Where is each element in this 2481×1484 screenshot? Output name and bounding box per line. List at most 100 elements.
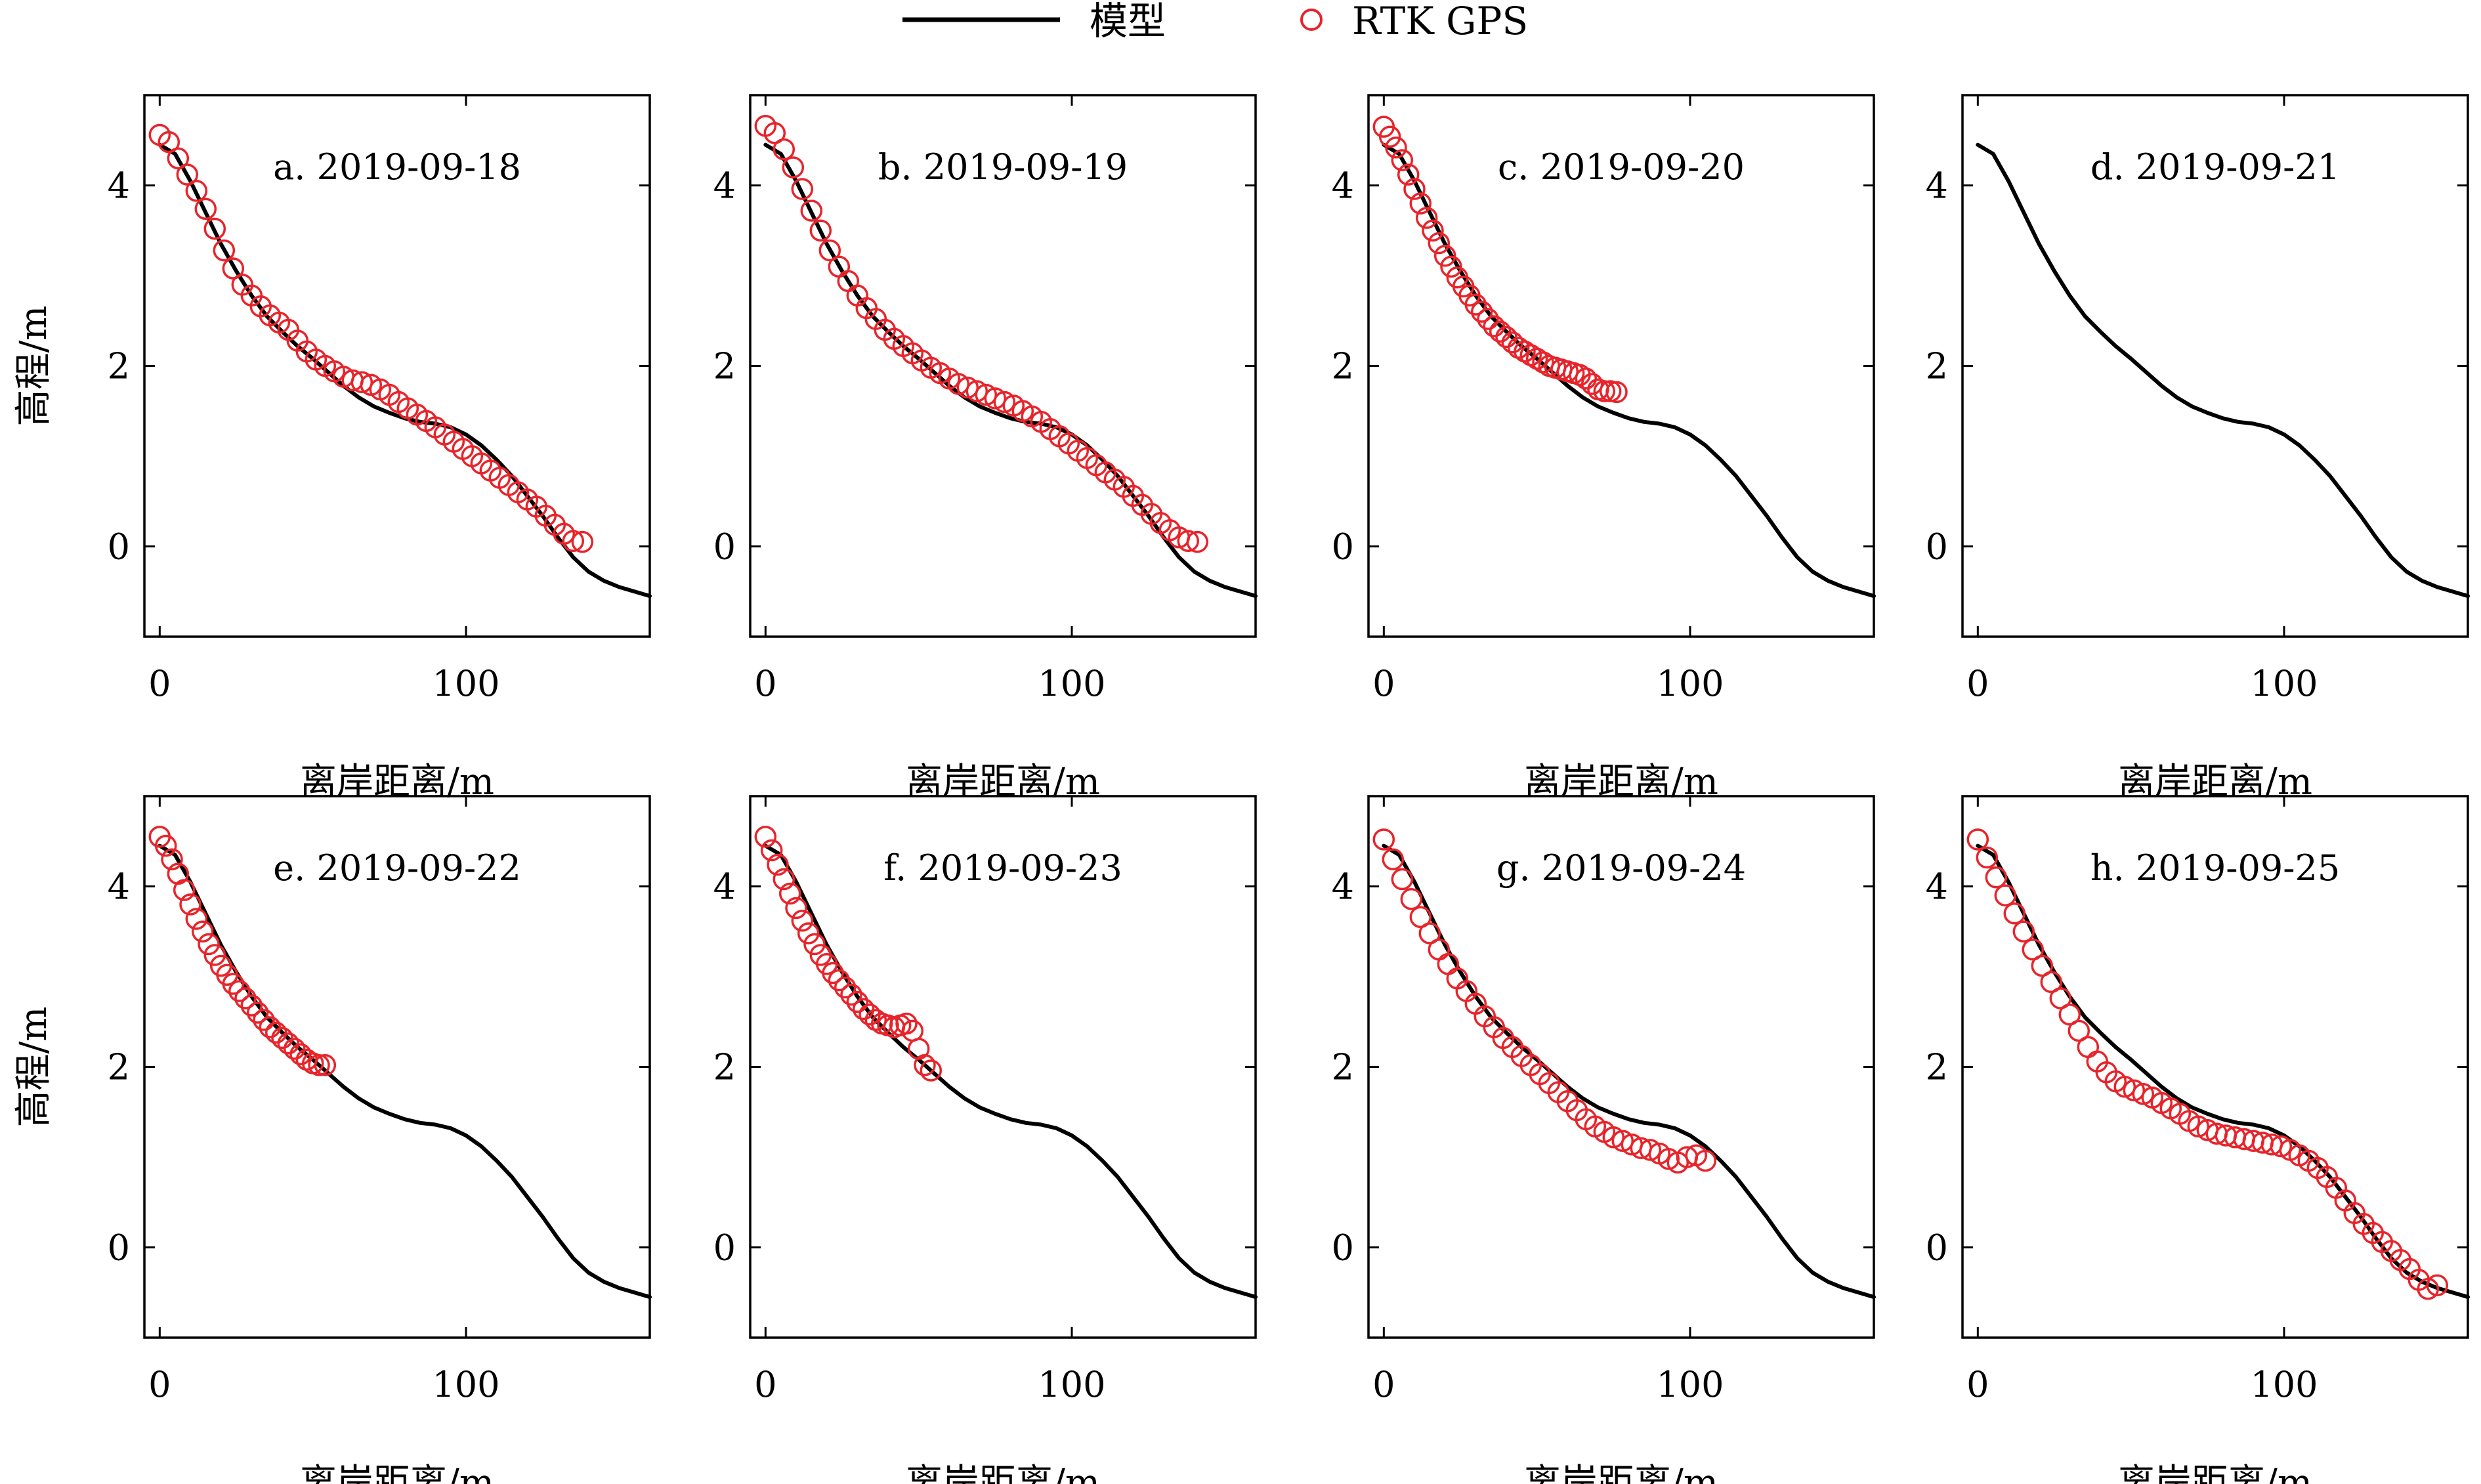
gps-point	[179, 893, 201, 916]
panel-label: f. 2019-09-23	[883, 847, 1122, 889]
gps-point	[818, 239, 841, 262]
gps-point	[571, 530, 594, 553]
gps-point	[203, 217, 226, 240]
gps-point	[1580, 373, 1603, 395]
y-tick-label: 0	[108, 526, 130, 568]
gps-point	[803, 933, 826, 956]
y-tick-label: 4	[1332, 165, 1354, 207]
y-tick-label: 2	[713, 346, 736, 387]
gps-point	[1372, 828, 1395, 851]
panel-label: b. 2019-09-19	[878, 146, 1128, 188]
gps-point	[1464, 293, 1487, 316]
gps-point	[763, 122, 786, 144]
x-tick-label: 0	[1966, 663, 1989, 704]
gps-point	[791, 910, 814, 932]
gps-point	[895, 1012, 918, 1035]
x-tick-label: 100	[1656, 663, 1724, 704]
y-tick-label: 0	[713, 526, 736, 568]
gps-point	[1397, 163, 1420, 186]
gps-point	[1593, 380, 1616, 402]
gps-point	[185, 180, 208, 202]
gps-point	[265, 1021, 287, 1044]
gps-point	[797, 922, 820, 944]
gps-point	[1409, 906, 1432, 929]
x-tick-label: 100	[432, 1364, 499, 1405]
y-tick-label: 4	[1926, 165, 1948, 207]
gps-point	[2012, 920, 2035, 943]
y-tick-label: 2	[108, 1047, 130, 1088]
gps-point	[2077, 1036, 2100, 1059]
y-tick-label: 2	[1926, 346, 1948, 387]
gps-point	[1966, 828, 1989, 851]
gps-point	[993, 391, 1016, 413]
gps-point	[1477, 308, 1499, 330]
gps-point	[1489, 320, 1512, 343]
gps-point	[1433, 244, 1456, 267]
gps-point	[1470, 301, 1493, 323]
y-tick-label: 0	[1926, 526, 1948, 568]
gps-point	[840, 983, 862, 1006]
gps-point	[562, 530, 585, 553]
gps-point	[2040, 971, 2063, 994]
legend-model-label: 模型	[1090, 0, 1166, 43]
panel-label: d. 2019-09-21	[2090, 146, 2340, 188]
gps-point	[158, 131, 180, 154]
gps-point	[914, 1054, 936, 1076]
gps-point	[240, 994, 263, 1017]
gps-point	[185, 908, 208, 930]
gps-point	[2022, 939, 2045, 961]
gps-point	[2187, 1115, 2210, 1138]
gps-point	[1378, 125, 1401, 148]
gps-point	[314, 1054, 337, 1076]
gps-point	[1428, 232, 1451, 255]
gps-point	[1495, 326, 1517, 349]
gps-point	[1440, 255, 1462, 278]
gps-point	[203, 944, 226, 966]
gps-point	[222, 257, 245, 280]
y-tick-label: 0	[1332, 1227, 1354, 1269]
gps-point	[809, 219, 832, 242]
model-profile-line	[1976, 843, 2470, 1300]
x-axis-label: 离岸距离/m	[906, 1462, 1100, 1484]
gps-point	[2049, 987, 2072, 1009]
gps-point	[785, 897, 807, 920]
model-profile-line	[1976, 142, 2470, 599]
gps-point	[1575, 368, 1598, 390]
x-tick-label: 0	[1966, 1364, 1989, 1405]
x-axis-label: 离岸距离/m	[1524, 1462, 1718, 1484]
panel-label: c. 2019-09-20	[1498, 146, 1745, 188]
x-tick-label: 100	[1038, 663, 1105, 704]
panel-label: a. 2019-09-18	[273, 146, 521, 188]
y-axis-label: 高程/m	[12, 1007, 55, 1128]
gps-point	[1483, 315, 1506, 337]
x-tick-label: 100	[432, 663, 499, 704]
x-tick-label: 0	[1372, 1364, 1395, 1405]
gps-point	[2003, 902, 2026, 925]
gps-point	[234, 987, 257, 1009]
gps-point	[1985, 866, 2008, 889]
gps-point	[1177, 530, 1200, 553]
gps-point	[213, 239, 236, 262]
model-profile-line	[158, 142, 652, 599]
y-tick-label: 0	[1332, 526, 1354, 568]
gps-point	[350, 371, 373, 394]
gps-point	[852, 998, 875, 1021]
gps-point	[834, 976, 857, 999]
gps-point	[1639, 1139, 1662, 1161]
gps-point	[1382, 848, 1405, 871]
gps-point	[956, 376, 979, 399]
gps-point	[767, 853, 789, 876]
gps-point	[773, 868, 795, 891]
y-tick-label: 0	[1926, 1227, 1948, 1269]
x-axis-label: 离岸距离/m	[300, 1462, 494, 1484]
gps-point	[167, 147, 190, 170]
y-tick-label: 4	[108, 866, 130, 908]
gps-point	[791, 178, 814, 200]
gps-point	[846, 990, 869, 1013]
gps-point	[828, 969, 851, 992]
gps-point	[1422, 219, 1444, 242]
gps-point	[222, 973, 245, 995]
gps-point	[1602, 1126, 1625, 1149]
